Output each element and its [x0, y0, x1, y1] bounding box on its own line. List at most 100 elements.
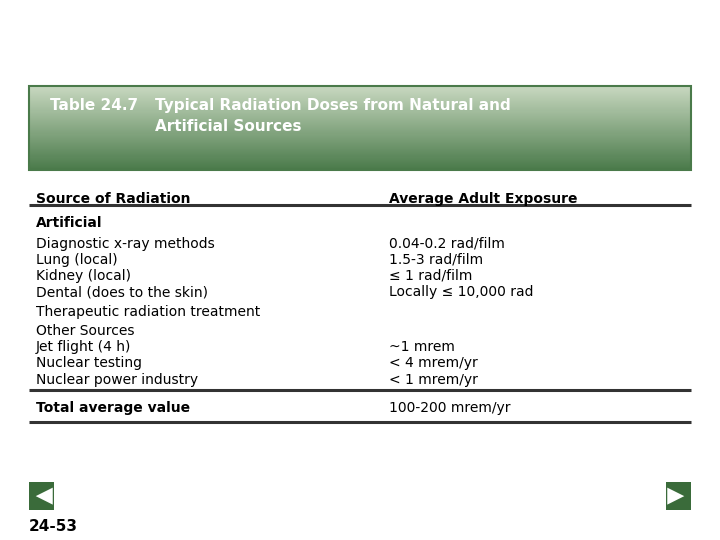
Bar	[29, 128, 691, 129]
Text: 100-200 mrem/yr: 100-200 mrem/yr	[389, 401, 510, 415]
Bar	[29, 164, 691, 165]
Bar	[29, 144, 691, 145]
Bar	[29, 129, 691, 130]
Bar	[29, 142, 691, 143]
Bar	[29, 138, 691, 139]
Polygon shape	[666, 482, 691, 510]
Text: < 4 mrem/yr: < 4 mrem/yr	[389, 356, 477, 370]
Bar	[29, 117, 691, 118]
Bar	[29, 132, 691, 133]
Text: Kidney (local): Kidney (local)	[36, 269, 131, 283]
Bar	[29, 131, 691, 132]
Bar	[29, 151, 691, 152]
Text: Source of Radiation: Source of Radiation	[36, 192, 191, 206]
Text: Jet flight (4 h): Jet flight (4 h)	[36, 340, 131, 354]
Text: 1.5-3 rad/film: 1.5-3 rad/film	[389, 253, 483, 267]
Bar	[29, 134, 691, 136]
Bar	[29, 101, 691, 102]
Bar	[29, 96, 691, 97]
Bar	[29, 93, 691, 94]
Bar	[29, 113, 691, 114]
Bar	[29, 143, 691, 144]
Bar	[29, 161, 691, 162]
Bar	[29, 168, 691, 169]
Bar	[29, 124, 691, 125]
Bar	[29, 149, 691, 150]
Bar	[29, 106, 691, 107]
Text: Therapeutic radiation treatment: Therapeutic radiation treatment	[36, 305, 260, 319]
Bar	[29, 89, 691, 90]
Bar	[29, 109, 691, 110]
Bar	[29, 111, 691, 112]
Text: Dental (does to the skin): Dental (does to the skin)	[36, 285, 208, 299]
Bar	[29, 126, 691, 127]
Bar	[29, 119, 691, 120]
Bar	[29, 154, 691, 156]
Bar	[29, 145, 691, 146]
Text: Diagnostic x-ray methods: Diagnostic x-ray methods	[36, 237, 215, 251]
Bar	[29, 97, 691, 98]
Bar	[29, 148, 691, 149]
Text: Nuclear power industry: Nuclear power industry	[36, 373, 198, 387]
Bar	[29, 114, 691, 116]
Bar	[29, 95, 691, 96]
Bar	[29, 141, 691, 142]
Bar	[29, 90, 691, 91]
Bar	[29, 100, 691, 101]
Bar	[29, 118, 691, 119]
Text: Average Adult Exposure: Average Adult Exposure	[389, 192, 577, 206]
Text: Table 24.7: Table 24.7	[50, 98, 138, 113]
Bar	[29, 91, 691, 92]
Text: Locally ≤ 10,000 rad: Locally ≤ 10,000 rad	[389, 285, 534, 299]
Bar	[29, 92, 691, 93]
Bar	[29, 156, 691, 157]
Text: Artificial: Artificial	[36, 216, 102, 230]
Bar	[29, 157, 691, 158]
Bar	[29, 104, 691, 105]
Bar	[29, 159, 691, 160]
Bar	[29, 125, 691, 126]
Bar	[29, 103, 691, 104]
Text: 24-53: 24-53	[29, 519, 78, 535]
Bar	[29, 110, 691, 111]
Bar	[29, 147, 691, 148]
Text: Nuclear testing: Nuclear testing	[36, 356, 142, 370]
Bar	[29, 136, 691, 137]
Bar	[29, 98, 691, 99]
Bar	[29, 122, 691, 123]
Bar	[29, 107, 691, 109]
Text: Total average value: Total average value	[36, 401, 190, 415]
Text: Typical Radiation Doses from Natural and
Artificial Sources: Typical Radiation Doses from Natural and…	[155, 98, 510, 134]
Text: Lung (local): Lung (local)	[36, 253, 117, 267]
Bar	[29, 102, 691, 103]
Bar	[29, 140, 691, 141]
Polygon shape	[667, 488, 684, 504]
Bar	[29, 120, 691, 121]
Bar	[29, 158, 691, 159]
Bar	[29, 99, 691, 100]
Bar	[29, 166, 691, 167]
Bar	[29, 169, 691, 170]
Bar	[29, 87, 691, 89]
Bar	[29, 123, 691, 124]
Bar	[29, 86, 691, 170]
Bar	[29, 105, 691, 106]
Text: ~1 mrem: ~1 mrem	[389, 340, 454, 354]
Bar	[29, 133, 691, 134]
Bar	[29, 137, 691, 138]
Bar	[29, 161, 691, 163]
Bar	[29, 163, 691, 164]
Polygon shape	[36, 488, 53, 504]
Bar	[29, 127, 691, 128]
Bar	[29, 152, 691, 153]
Bar	[29, 86, 691, 87]
Bar	[29, 112, 691, 113]
Text: 0.04-0.2 rad/film: 0.04-0.2 rad/film	[389, 237, 505, 251]
Text: Other Sources: Other Sources	[36, 324, 135, 338]
Polygon shape	[29, 482, 54, 510]
Bar	[29, 153, 691, 154]
Bar	[29, 165, 691, 166]
Bar	[29, 139, 691, 140]
Text: < 1 mrem/yr: < 1 mrem/yr	[389, 373, 477, 387]
Text: ≤ 1 rad/film: ≤ 1 rad/film	[389, 269, 472, 283]
